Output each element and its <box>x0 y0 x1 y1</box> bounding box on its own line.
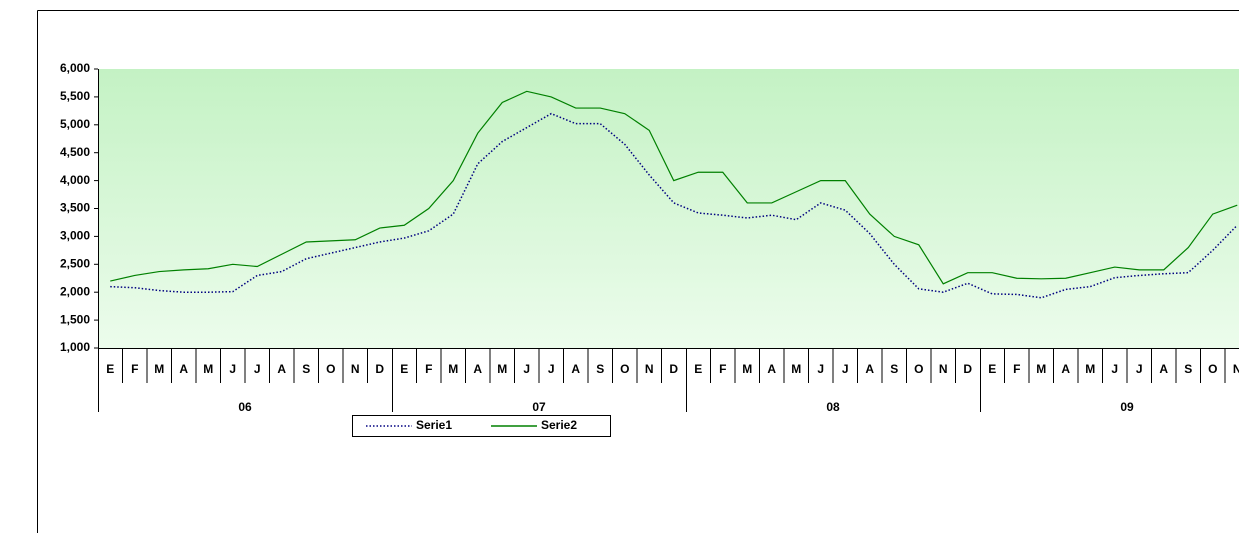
y-tick-label: 1,500 <box>60 312 90 326</box>
x-tick-label: J <box>842 362 849 376</box>
group-label: 07 <box>532 400 546 414</box>
x-tick-label: N <box>645 362 654 376</box>
x-tick-label: A <box>179 362 188 376</box>
x-tick-label: N <box>939 362 948 376</box>
x-tick-label: A <box>767 362 776 376</box>
x-tick-label: M <box>203 362 213 376</box>
x-tick-label: D <box>375 362 384 376</box>
x-tick-label: J <box>523 362 530 376</box>
legend-label: Serie1 <box>416 418 452 432</box>
group-label: 09 <box>1120 400 1134 414</box>
y-tick-label: 5,000 <box>60 117 90 131</box>
y-tick-label: 3,500 <box>60 201 90 215</box>
plot-area <box>98 69 1239 348</box>
y-tick-label: 1,000 <box>60 340 90 354</box>
x-tick-label: J <box>1136 362 1143 376</box>
x-tick-label: F <box>719 362 726 376</box>
legend-label: Serie2 <box>541 418 577 432</box>
x-tick-label: M <box>154 362 164 376</box>
x-tick-label: M <box>448 362 458 376</box>
group-label: 06 <box>238 400 252 414</box>
x-tick-label: J <box>254 362 261 376</box>
x-tick-label: A <box>1159 362 1168 376</box>
x-tick-label: J <box>548 362 555 376</box>
x-tick-label: N <box>351 362 360 376</box>
x-tick-label: S <box>1184 362 1192 376</box>
y-tick-label: 2,000 <box>60 284 90 298</box>
x-tick-label: E <box>988 362 996 376</box>
x-tick-label: O <box>1208 362 1217 376</box>
x-tick-label: E <box>106 362 114 376</box>
x-tick-label: A <box>473 362 482 376</box>
x-tick-label: S <box>596 362 604 376</box>
x-tick-label: F <box>425 362 432 376</box>
y-tick-label: 5,500 <box>60 89 90 103</box>
x-tick-label: E <box>694 362 702 376</box>
x-tick-label: A <box>1061 362 1070 376</box>
x-tick-label: A <box>865 362 874 376</box>
x-tick-label: D <box>669 362 678 376</box>
x-tick-label: S <box>302 362 310 376</box>
x-tick-label: J <box>1111 362 1118 376</box>
y-tick-label: 4,500 <box>60 145 90 159</box>
y-tick-label: 2,500 <box>60 256 90 270</box>
y-tick-label: 4,000 <box>60 173 90 187</box>
x-tick-label: O <box>914 362 923 376</box>
x-tick-label: J <box>229 362 236 376</box>
x-tick-label: O <box>326 362 335 376</box>
series-line <box>110 112 1238 299</box>
x-tick-label: A <box>571 362 580 376</box>
legend-box <box>352 415 611 437</box>
y-tick-label: 3,000 <box>60 229 90 243</box>
x-tick-label: M <box>497 362 507 376</box>
x-tick-label: F <box>131 362 138 376</box>
x-tick-label: E <box>400 362 408 376</box>
x-tick-label: O <box>620 362 629 376</box>
series-line <box>110 90 1238 285</box>
x-tick-label: N <box>1233 362 1239 376</box>
x-tick-label: S <box>890 362 898 376</box>
y-tick-label: 6,000 <box>60 61 90 75</box>
group-label: 08 <box>826 400 840 414</box>
x-tick-label: M <box>791 362 801 376</box>
x-tick-label: A <box>277 362 286 376</box>
x-tick-label: M <box>1085 362 1095 376</box>
x-tick-label: M <box>742 362 752 376</box>
x-tick-label: M <box>1036 362 1046 376</box>
x-tick-label: J <box>817 362 824 376</box>
x-tick-label: D <box>963 362 972 376</box>
x-tick-label: F <box>1013 362 1020 376</box>
